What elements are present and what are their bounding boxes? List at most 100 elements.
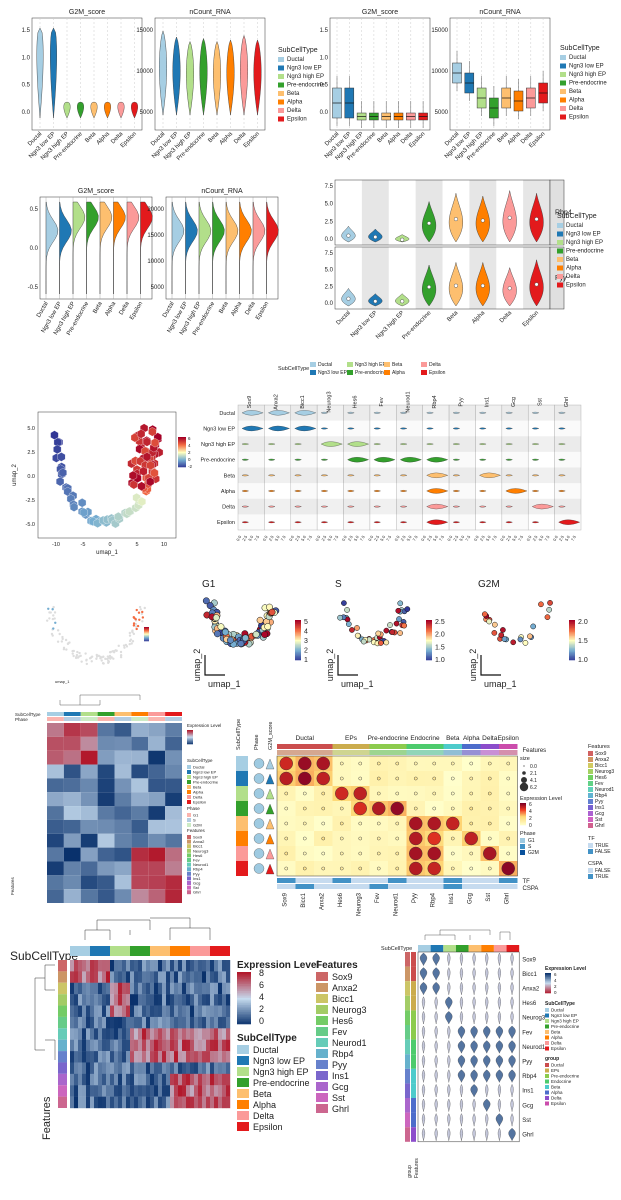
heat-cell — [102, 1085, 107, 1097]
colorbar — [144, 630, 149, 632]
violin-Delta — [294, 505, 302, 508]
y-tick-label: 5000 — [435, 110, 449, 116]
heat-cell — [102, 971, 107, 983]
heat-cell — [148, 736, 166, 751]
heat-cell — [74, 1096, 79, 1109]
colorbar — [187, 738, 193, 740]
heat-cell — [82, 1028, 87, 1040]
heat-cell — [218, 1062, 223, 1075]
dot — [279, 756, 293, 771]
violin — [497, 1011, 501, 1025]
legend-key — [588, 769, 593, 774]
violin — [508, 1069, 516, 1083]
heat-cell — [126, 1085, 131, 1097]
annot-cell — [493, 945, 507, 952]
dot — [321, 836, 326, 841]
violin — [447, 1098, 451, 1112]
violin — [432, 967, 440, 981]
heat-cell — [186, 1062, 191, 1075]
heat-cell — [158, 1085, 163, 1097]
heat-cell — [154, 1051, 159, 1063]
violin-Beta — [558, 474, 566, 477]
heat-cell — [110, 1073, 115, 1086]
heat-cell — [74, 1051, 79, 1063]
legend-label: Sst — [595, 817, 603, 823]
heat-cell — [82, 994, 87, 1006]
heat-cell — [162, 1005, 167, 1018]
y-tick-label: 10000 — [136, 69, 153, 75]
colorbar-label: 4 — [554, 978, 557, 983]
heat-cell — [178, 1085, 183, 1097]
violin — [472, 1098, 476, 1112]
heat-cell — [218, 1005, 223, 1018]
legend-label: Pre-endocrine — [551, 1024, 580, 1029]
legend-key — [187, 844, 191, 849]
column-bg — [316, 404, 344, 531]
heat-cell — [110, 1062, 115, 1075]
heat-cell — [102, 960, 107, 972]
violin-Beta — [320, 474, 329, 477]
column-bg — [501, 404, 529, 531]
violin-Ngn3 low EP — [531, 427, 540, 430]
annot-cell — [210, 946, 230, 956]
heat-cell — [158, 1062, 163, 1075]
violin — [457, 1040, 466, 1054]
colorbar — [295, 653, 301, 655]
x-tick-label: Pre-endocrine — [402, 310, 433, 341]
heat-cell — [150, 982, 155, 995]
cell-point — [214, 630, 221, 638]
heat-cell — [114, 736, 132, 751]
group-annot — [411, 1039, 416, 1055]
subplot-title: nCount_RNA — [189, 9, 231, 16]
violin — [421, 1113, 426, 1127]
violin — [434, 1069, 438, 1083]
colorbar — [545, 983, 551, 985]
plot-frame — [449, 17, 551, 131]
heat-cell — [106, 1039, 111, 1052]
legend-p2-label: Pre-endocrine — [569, 81, 607, 87]
group-annot — [499, 744, 518, 749]
heat-cell — [110, 1096, 115, 1109]
heat-cell — [170, 982, 175, 995]
x-tick-label: 0.0 — [420, 534, 427, 542]
row-label: Delta — [222, 505, 236, 511]
y-tick-label: 7.5 — [325, 251, 334, 257]
heat-cell — [158, 1016, 163, 1029]
legend-label: Pre-endocrine — [253, 1078, 310, 1088]
legend-label: Ins1 — [595, 805, 605, 811]
heat-cell — [148, 750, 166, 765]
heat-cell — [214, 1085, 219, 1097]
cell-point — [530, 623, 537, 630]
violin-Beta — [452, 474, 461, 477]
x-tick-label: Alpha — [387, 131, 403, 147]
cell-point — [538, 601, 544, 608]
x-tick-label: 0.0 — [367, 534, 374, 542]
heat-cell — [166, 1062, 171, 1075]
heat-cell — [94, 1062, 99, 1075]
y-tick-label: 20000 — [147, 207, 164, 213]
violin — [421, 1040, 426, 1054]
y-tick-label: 5.0 — [325, 268, 334, 274]
cell-point — [221, 628, 229, 636]
colorbar-label: 1.5 — [435, 644, 445, 651]
legend-key — [588, 763, 593, 768]
heat-cell — [63, 819, 81, 834]
feature-label: Ins1 — [522, 1089, 534, 1095]
heat-cell — [114, 750, 132, 765]
heat-cell — [170, 1073, 175, 1086]
heat-cell — [63, 833, 81, 848]
heat-cell — [110, 1028, 115, 1040]
violin — [495, 1069, 503, 1083]
feature-label: Pyy — [458, 397, 464, 406]
violin — [434, 1084, 438, 1098]
legend-p2-label: Ngn3 high EP — [569, 72, 606, 78]
heat-cell — [131, 750, 149, 765]
legend-key — [545, 1063, 549, 1067]
heat-cell — [118, 960, 123, 972]
colorbar — [426, 626, 432, 629]
x-tick-label: 7.5 — [332, 534, 339, 542]
dot — [506, 836, 511, 841]
dot — [302, 821, 307, 826]
median-dot — [427, 285, 432, 290]
